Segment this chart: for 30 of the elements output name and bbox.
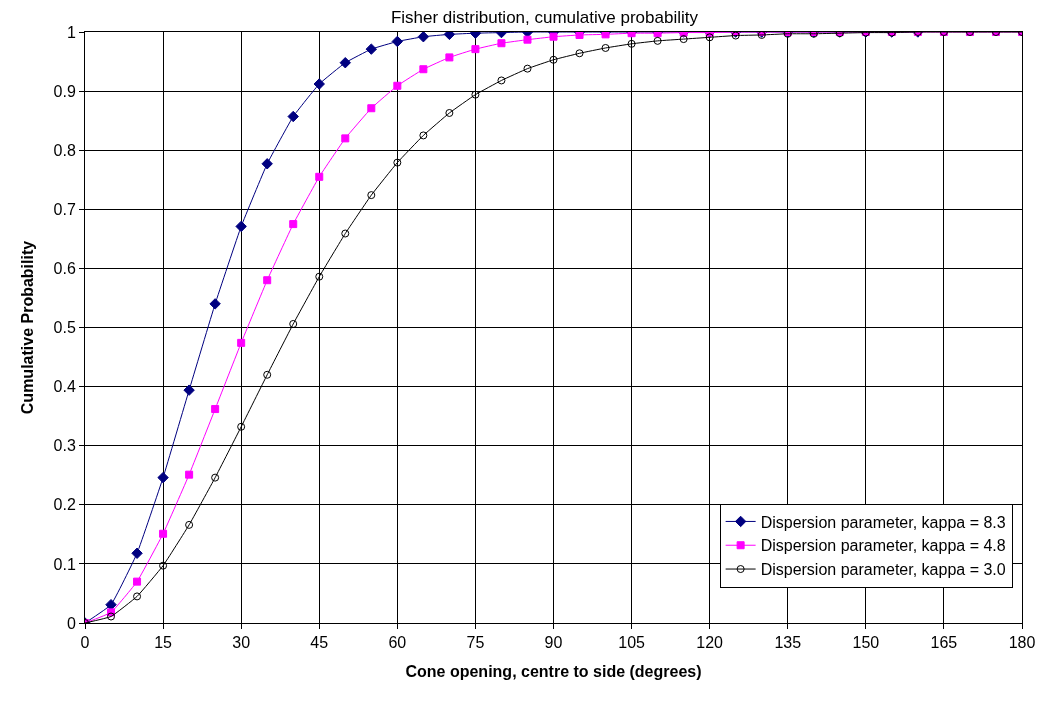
x-axis-title: Cone opening, centre to side (degrees)	[405, 662, 702, 680]
x-tick-label: 45	[310, 634, 329, 652]
x-tick-label: 0	[80, 634, 90, 652]
y-tick-label: 0.8	[53, 141, 76, 159]
x-tick-label: 60	[388, 634, 407, 652]
x-tick-label: 15	[154, 634, 173, 652]
y-tick-label: 0.1	[53, 555, 76, 573]
y-tick-label: 0.7	[53, 200, 76, 218]
y-tick-label: 0.6	[53, 260, 76, 277]
y-tick-label: 1	[66, 23, 76, 41]
x-tick-label: 75	[466, 634, 485, 652]
legend-label: Dispersion parameter, kappa = 4.8	[760, 537, 1006, 555]
y-tick-label: 0.3	[53, 437, 76, 455]
y-tick-label: 0.2	[53, 496, 76, 514]
chart-title: Fisher distribution, cumulative probability	[390, 7, 699, 27]
x-tick-label: 165	[930, 634, 958, 652]
x-tick-label: 180	[1008, 634, 1036, 652]
x-tick-label: 105	[618, 634, 646, 652]
x-tick-label: 90	[544, 634, 563, 652]
legend-label: Dispersion parameter, kappa = 8.3	[760, 513, 1006, 531]
x-tick-label: 135	[774, 634, 802, 652]
x-tick-label: 150	[852, 634, 880, 652]
y-tick-label: 0.5	[53, 319, 76, 337]
x-tick-label: 120	[696, 634, 724, 652]
y-tick-label: 0	[66, 614, 76, 632]
x-tick-label: 30	[232, 634, 251, 652]
y-axis-title: Cumulative Probability	[19, 240, 37, 415]
y-tick-label: 0.4	[53, 378, 76, 396]
legend-label: Dispersion parameter, kappa = 3.0	[760, 561, 1006, 579]
y-tick-label: 0.9	[53, 82, 76, 100]
